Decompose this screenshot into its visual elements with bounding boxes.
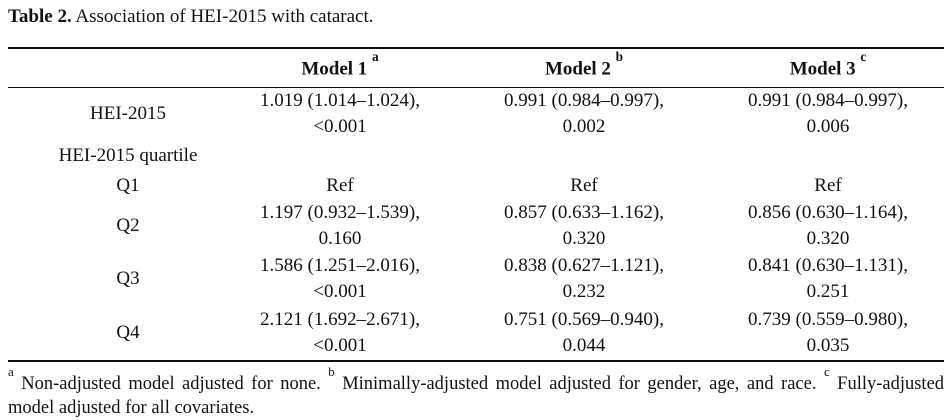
estimate-line: 0.838 (0.627–1.121), (504, 255, 664, 276)
cell-model1: 1.019 (1.014–1.024), <0.001 (248, 88, 432, 141)
pvalue-line: 0.035 (806, 334, 850, 356)
cell-model2: 0.751 (0.569–0.940), 0.044 (432, 306, 736, 361)
footnote-c-text: Fully-adjusted model adjusted for all co… (8, 373, 945, 418)
header-model2-label: Model 2 (544, 58, 611, 80)
cell-model2: 0.991 (0.984–0.997), 0.002 (432, 88, 736, 141)
reference-value: Ref (570, 174, 598, 196)
header-row: Model 1 a Model 2 b Model 3 c (8, 48, 944, 88)
pvalue-line: 0.044 (562, 334, 606, 356)
pvalue-line: 0.251 (806, 281, 850, 302)
estimate-line: 0.751 (0.569–0.940), (504, 308, 664, 330)
cell-model2: 0.857 (0.633–1.162), 0.320 (432, 200, 736, 253)
reference-value: Ref (326, 174, 354, 196)
header-cell-model2: Model 2 b (432, 48, 736, 88)
estimate-line: 0.856 (0.630–1.164), (748, 202, 908, 223)
cell-model2: 0.838 (0.627–1.121), 0.232 (432, 253, 736, 306)
estimate-line: 2.121 (1.692–2.671), (260, 308, 420, 330)
pvalue-line: <0.001 (313, 281, 367, 302)
cell-empty (248, 141, 432, 172)
pvalue-line: <0.001 (313, 334, 367, 356)
cell-empty (432, 141, 736, 172)
table-row-hei2015: HEI-2015 1.019 (1.014–1.024), <0.001 0.99… (8, 88, 944, 141)
row-label: HEI-2015 quartile (58, 145, 198, 166)
cell-model1: Ref (248, 172, 432, 200)
table-row-q4: Q4 2.121 (1.692–2.671), <0.001 0.751 (0.5… (8, 306, 944, 361)
row-label: Q3 (116, 268, 140, 289)
header-model2-sup: b (615, 49, 624, 65)
header-cell-model1: Model 1 a (248, 48, 432, 88)
table-row-quartile-group: HEI-2015 quartile (8, 141, 944, 172)
pvalue-line: <0.001 (313, 116, 367, 138)
row-label: Q4 (116, 321, 140, 343)
table-row-q3: Q3 1.586 (1.251–2.016), <0.001 0.838 (0.6… (8, 253, 944, 306)
footnote-b-sup: b (328, 364, 335, 380)
estimate-line: 1.197 (0.932–1.539), (260, 202, 420, 223)
row-label: Q1 (116, 174, 140, 196)
cell-model1: 2.121 (1.692–2.671), <0.001 (248, 306, 432, 361)
table-caption-number: Table 2. (8, 6, 72, 27)
header-cell-model3: Model 3 c (736, 48, 944, 88)
estimate-line: 0.991 (0.984–0.997), (748, 90, 908, 112)
cell-model1: 1.197 (0.932–1.539), 0.160 (248, 200, 432, 253)
pvalue-line: 0.232 (562, 281, 606, 302)
header-model1-label: Model 1 (301, 58, 368, 80)
estimate-line: 0.739 (0.559–0.980), (748, 308, 908, 330)
table-caption-text: Association of HEI-2015 with cataract. (75, 6, 374, 27)
table-footnotes: a Non-adjusted model adjusted for none. … (8, 364, 945, 420)
pvalue-line: 0.320 (562, 228, 606, 249)
cell-model3: Ref (736, 172, 944, 200)
cell-model3: 0.739 (0.559–0.980), 0.035 (736, 306, 944, 361)
footnote-a-text: Non-adjusted model adjusted for none. (21, 373, 321, 394)
pvalue-line: 0.320 (806, 228, 850, 249)
row-label: HEI-2015 (90, 103, 166, 125)
pvalue-line: 0.160 (318, 228, 362, 249)
cell-model1: 1.586 (1.251–2.016), <0.001 (248, 253, 432, 306)
estimate-line: 1.019 (1.014–1.024), (260, 90, 420, 112)
footnote-a-sup: a (8, 364, 14, 380)
cell-model3: 0.991 (0.984–0.997), 0.006 (736, 88, 944, 141)
estimate-line: 1.586 (1.251–2.016), (260, 255, 420, 276)
header-model1-sup: a (372, 49, 379, 65)
footnote-b-text: Minimally-adjusted model adjusted for ge… (342, 373, 817, 394)
estimate-line: 0.857 (0.633–1.162), (504, 202, 664, 223)
cell-empty (736, 141, 944, 172)
estimate-line: 0.841 (0.630–1.131), (748, 255, 908, 276)
pvalue-line: 0.002 (562, 116, 606, 138)
header-cell-empty (8, 48, 248, 88)
cell-model3: 0.856 (0.630–1.164), 0.320 (736, 200, 944, 253)
estimate-line: 0.991 (0.984–0.997), (504, 90, 664, 112)
cell-model3: 0.841 (0.630–1.131), 0.251 (736, 253, 944, 306)
association-table: Model 1 a Model 2 b Model 3 c HEI-2015 1… (8, 47, 944, 362)
table-row-q1: Q1 Ref Ref Ref (8, 172, 944, 200)
table-caption: Table 2. Association of HEI-2015 with ca… (8, 6, 944, 28)
table-row-q2: Q2 1.197 (0.932–1.539), 0.160 0.857 (0.63… (8, 200, 944, 253)
row-label: Q2 (116, 215, 140, 236)
footnote-c-sup: c (823, 364, 830, 380)
paper-table-figure: Table 2. Association of HEI-2015 with ca… (8, 0, 944, 420)
pvalue-line: 0.006 (806, 116, 850, 138)
header-model3-sup: c (860, 49, 867, 65)
reference-value: Ref (814, 174, 842, 196)
cell-model2: Ref (432, 172, 736, 200)
header-model3-label: Model 3 (789, 58, 856, 80)
